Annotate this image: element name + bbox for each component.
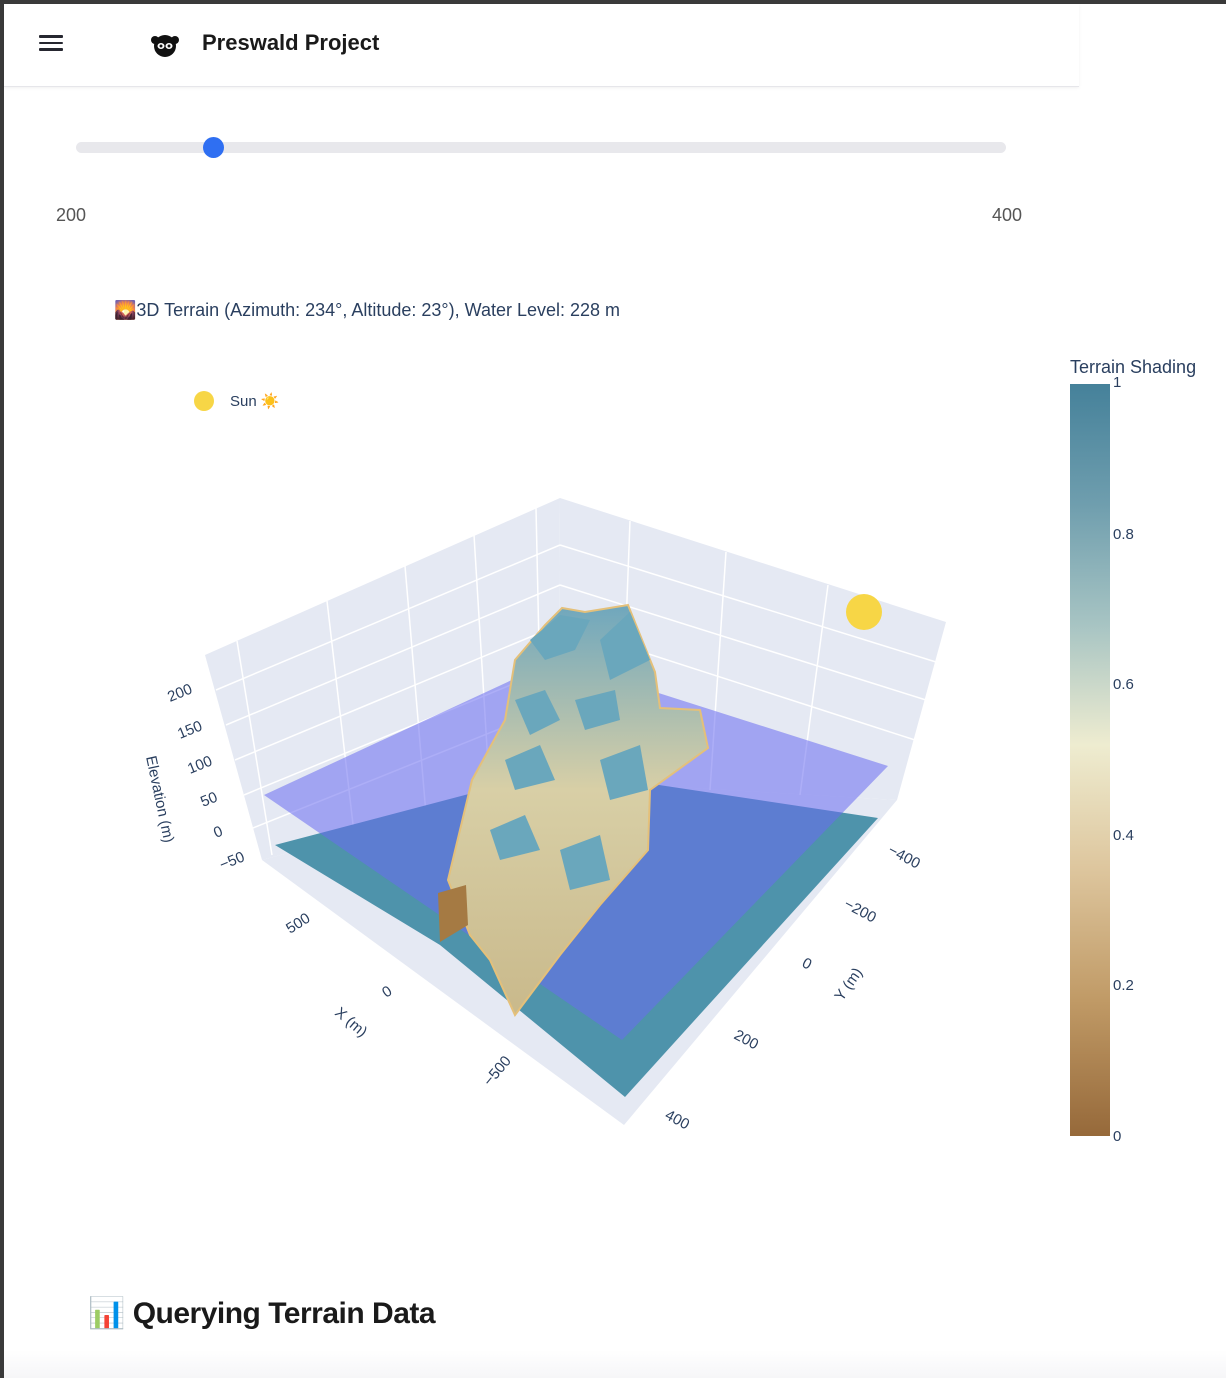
z-tick-label: −50 [217, 848, 247, 873]
cliff-face [438, 885, 468, 942]
colorbar-tick: 0 [1113, 1128, 1122, 1145]
y-tick-label: 200 [731, 1027, 761, 1054]
chart-title: 🌄3D Terrain (Azimuth: 234°, Altitude: 23… [114, 300, 621, 320]
preswald-logo-icon [151, 35, 179, 57]
legend-item-sun[interactable]: Sun ☀️ [194, 391, 280, 411]
y-tick-label: 0 [799, 955, 814, 974]
water-level-slider-thumb[interactable] [203, 137, 224, 158]
colorbar-tick: 1 [1113, 374, 1122, 391]
y-tick-label: −200 [841, 896, 879, 927]
colorbar-tick: 0.2 [1113, 977, 1134, 994]
slider-min-label: 200 [56, 205, 87, 225]
sun-legend-marker [194, 391, 214, 411]
menu-line [39, 35, 63, 38]
top-bar: Preswald Project [4, 4, 1079, 87]
x-axis-title: X (m) [331, 1004, 370, 1041]
z-tick-label: 200 [165, 681, 195, 706]
mountain-highlights [490, 612, 650, 890]
z-tick-label: 0 [211, 823, 225, 842]
y-tick-label: 400 [662, 1107, 692, 1134]
y-axis-title: Y (m) [831, 965, 866, 1005]
x-tick-label: 500 [283, 910, 313, 938]
z-tick-label: 150 [175, 718, 205, 743]
colorbar-tick: 0.8 [1113, 526, 1134, 543]
colorbar-tick: 0.4 [1113, 827, 1134, 844]
y-tick-label: −400 [885, 842, 923, 873]
section-heading: 📊 Querying Terrain Data [88, 1297, 436, 1330]
hamburger-menu-button[interactable] [36, 31, 66, 57]
sun-marker[interactable] [846, 594, 882, 630]
menu-line [39, 48, 63, 51]
terrain-shading-colorbar [1070, 384, 1110, 1136]
page-bottom [4, 1350, 1226, 1378]
x-tick-label: 0 [379, 983, 395, 1002]
legend-label: Sun ☀️ [230, 393, 280, 410]
z-axis-title: Elevation (m) [142, 754, 177, 844]
water-level-slider-track[interactable] [76, 142, 1006, 153]
z-tick-label: 50 [198, 789, 220, 811]
app-title: Preswald Project [202, 30, 380, 55]
mountain-peak [446, 603, 710, 1017]
slider-max-label: 400 [992, 205, 1023, 225]
x-tick-label: −500 [480, 1053, 515, 1090]
colorbar-tick: 0.6 [1113, 676, 1134, 693]
menu-line [39, 41, 63, 44]
colorbar-title: Terrain Shading [1070, 357, 1197, 377]
z-tick-label: 100 [185, 753, 215, 778]
